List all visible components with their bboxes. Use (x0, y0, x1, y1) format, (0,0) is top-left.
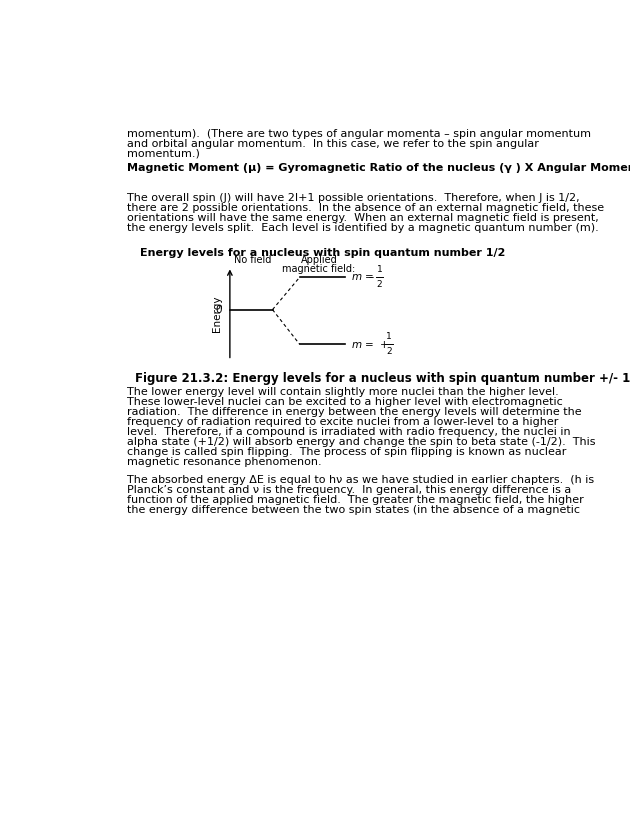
Text: Planck’s constant and ν is the frequency.  In general, this energy difference is: Planck’s constant and ν is the frequency… (127, 485, 571, 495)
Text: there are 2 possible orientations.  In the absence of an external magnetic field: there are 2 possible orientations. In th… (127, 203, 604, 214)
Text: alpha state (+1/2) will absorb energy and change the spin to beta state (-1/2). : alpha state (+1/2) will absorb energy an… (127, 437, 595, 447)
Text: 1: 1 (386, 333, 392, 341)
Text: magnetic resonance phenomenon.: magnetic resonance phenomenon. (127, 457, 321, 467)
Text: the energy difference between the two spin states (in the absence of a magnetic: the energy difference between the two sp… (127, 505, 580, 515)
Text: No field: No field (234, 255, 271, 265)
Text: 2: 2 (386, 347, 392, 356)
Text: –: – (369, 272, 374, 282)
Text: Magnetic Moment (μ) = Gyromagnetic Ratio of the nucleus (γ ) X Angular Momentum : Magnetic Moment (μ) = Gyromagnetic Ratio… (127, 163, 630, 174)
Text: The overall spin (J) will have 2I+1 possible orientations.  Therefore, when J is: The overall spin (J) will have 2I+1 poss… (127, 193, 580, 203)
Text: $m$ =: $m$ = (351, 272, 375, 282)
Text: Applied: Applied (301, 255, 338, 265)
Text: Energy: Energy (212, 295, 222, 332)
Text: $m$ =  +: $m$ = + (351, 339, 389, 350)
Text: momentum.): momentum.) (127, 148, 200, 159)
Text: the energy levels split.  Each level is identified by a magnetic quantum number : the energy levels split. Each level is i… (127, 223, 598, 233)
Text: The lower energy level will contain slightly more nuclei than the higher level.: The lower energy level will contain slig… (127, 387, 559, 397)
Text: orientations will have the same energy.  When an external magnetic field is pres: orientations will have the same energy. … (127, 214, 598, 223)
Text: 0: 0 (215, 305, 222, 315)
Text: magnetic field:: magnetic field: (282, 264, 355, 274)
Text: 1: 1 (377, 265, 382, 274)
Text: level.  Therefore, if a compound is irradiated with radio frequency, the nuclei : level. Therefore, if a compound is irrad… (127, 427, 570, 437)
Text: radiation.  The difference in energy between the energy levels will determine th: radiation. The difference in energy betw… (127, 407, 581, 417)
Text: frequency of radiation required to excite nuclei from a lower-level to a higher: frequency of radiation required to excit… (127, 417, 558, 427)
Text: change is called spin flipping.  The process of spin flipping is known as nuclea: change is called spin flipping. The proc… (127, 447, 566, 457)
Text: These lower-level nuclei can be excited to a higher level with electromagnetic: These lower-level nuclei can be excited … (127, 397, 563, 407)
Text: 2: 2 (377, 280, 382, 289)
Text: Figure 21.3.2: Energy levels for a nucleus with spin quantum number +/- 1/2: Figure 21.3.2: Energy levels for a nucle… (135, 372, 630, 385)
Text: momentum).  (There are two types of angular momenta – spin angular momentum: momentum). (There are two types of angul… (127, 129, 591, 139)
Text: function of the applied magnetic field.  The greater the magnetic field, the hig: function of the applied magnetic field. … (127, 496, 583, 505)
Text: The absorbed energy ΔE is equal to hν as we have studied in earlier chapters.  (: The absorbed energy ΔE is equal to hν as… (127, 475, 594, 485)
Text: and orbital angular momentum.  In this case, we refer to the spin angular: and orbital angular momentum. In this ca… (127, 139, 539, 148)
Text: Energy levels for a nucleus with spin quantum number 1/2: Energy levels for a nucleus with spin qu… (140, 249, 505, 258)
